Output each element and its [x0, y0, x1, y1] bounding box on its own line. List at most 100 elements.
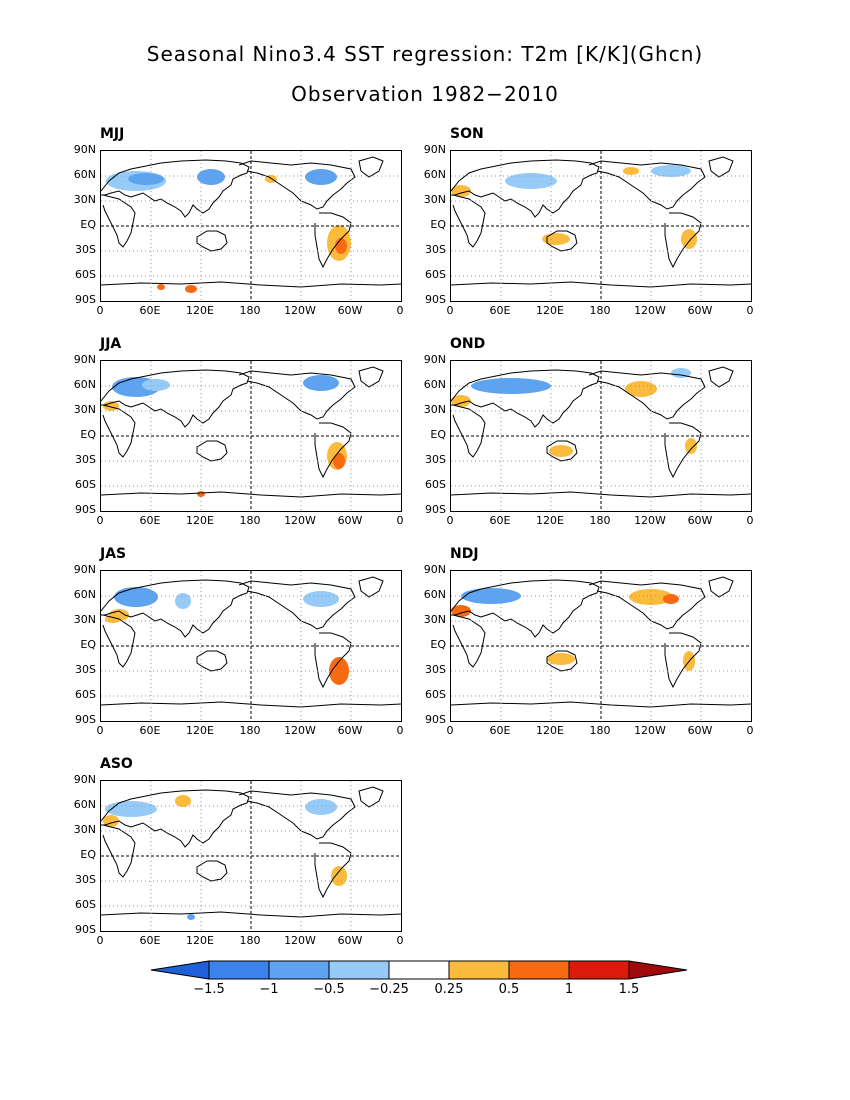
- coastline: [196, 860, 228, 882]
- anomaly-patch: [305, 169, 337, 185]
- anomaly-patch: [142, 379, 170, 391]
- longitude-tick-label: 0: [96, 514, 104, 527]
- longitude-tick-label: 0: [96, 304, 104, 317]
- anomaly-patch: [451, 605, 471, 617]
- map-area: [450, 570, 752, 722]
- longitude-tick-label: 0: [746, 514, 754, 527]
- latitude-tick-label: 60N: [73, 588, 96, 601]
- longitude-tick-label: 60W: [337, 934, 363, 947]
- coastline: [238, 370, 356, 420]
- anomaly-patch: [329, 657, 349, 685]
- latitude-tick-label: EQ: [80, 218, 96, 231]
- coastline: [101, 491, 401, 498]
- map-area: [450, 360, 752, 512]
- coastline: [101, 159, 250, 218]
- longitude-tick-label: 60E: [489, 514, 511, 527]
- latitude-tick-label: EQ: [80, 848, 96, 861]
- longitude-tick-label: 0: [446, 724, 454, 737]
- anomaly-patch: [629, 589, 673, 605]
- longitude-tick-label: 60E: [139, 934, 161, 947]
- colorbar-tick-label: 1.5: [618, 982, 640, 997]
- coastline: [451, 579, 600, 638]
- latitude-tick-label: 30N: [73, 613, 96, 626]
- coastline: [451, 491, 751, 498]
- latitude-tick-label: 90S: [75, 503, 96, 516]
- map-area: [450, 150, 752, 302]
- latitude-tick-label: 90S: [75, 293, 96, 306]
- coastline: [451, 281, 751, 288]
- latitude-tick-label: 60S: [75, 478, 96, 491]
- longitude-tick-label: 60E: [139, 724, 161, 737]
- coastline: [546, 440, 578, 462]
- colorbar-tick-label: 0.5: [498, 982, 520, 997]
- coastline: [708, 576, 734, 598]
- colorbar-max-arrow: [628, 960, 688, 980]
- coastline: [358, 366, 384, 388]
- coastline: [238, 790, 356, 840]
- longitude-tick-label: 0: [396, 514, 404, 527]
- anomaly-patch: [197, 169, 225, 185]
- coastline: [708, 156, 734, 178]
- latitude-tick-label: 30N: [423, 193, 446, 206]
- coastline: [451, 369, 600, 428]
- anomaly-patch: [681, 229, 697, 249]
- latitude-tick-label: 60N: [73, 798, 96, 811]
- coastline: [451, 159, 600, 218]
- latitude-tick-label: 60S: [425, 688, 446, 701]
- latitude-tick-label: 90N: [73, 773, 96, 786]
- latitude-tick-label: EQ: [430, 218, 446, 231]
- latitude-tick-label: 30N: [73, 823, 96, 836]
- longitude-tick-label: 120W: [284, 724, 316, 737]
- coastline: [358, 576, 384, 598]
- latitude-tick-label: 60N: [73, 168, 96, 181]
- colorbar-segment: [568, 960, 630, 980]
- anomaly-patch: [451, 395, 471, 407]
- coastline: [102, 614, 136, 668]
- latitude-tick-label: 30S: [425, 243, 446, 256]
- panel-label: SON: [450, 126, 484, 142]
- colorbar-min-arrow: [150, 960, 210, 980]
- latitude-tick-label: 60N: [423, 168, 446, 181]
- latitude-tick-label: 60N: [73, 378, 96, 391]
- longitude-tick-label: 120W: [634, 304, 666, 317]
- coastline: [314, 422, 352, 479]
- longitude-tick-label: 120W: [284, 514, 316, 527]
- longitude-tick-label: 180: [239, 724, 261, 737]
- latitude-tick-label: 90N: [423, 563, 446, 576]
- colorbar-segment: [388, 960, 450, 980]
- coastline: [101, 579, 250, 638]
- latitude-tick-label: 60S: [75, 688, 96, 701]
- coastline: [452, 614, 486, 668]
- latitude-tick-label: 90S: [425, 713, 446, 726]
- longitude-tick-label: 120E: [186, 934, 214, 947]
- longitude-tick-label: 120W: [634, 724, 666, 737]
- longitude-tick-label: 0: [396, 934, 404, 947]
- latitude-tick-label: 30N: [73, 193, 96, 206]
- coastline: [196, 650, 228, 672]
- latitude-tick-label: 60S: [75, 268, 96, 281]
- longitude-tick-label: 0: [746, 724, 754, 737]
- latitude-tick-label: 30S: [75, 243, 96, 256]
- latitude-tick-label: 30S: [75, 873, 96, 886]
- longitude-tick-label: 120E: [536, 304, 564, 317]
- longitude-tick-label: 60E: [489, 724, 511, 737]
- figure-subtitle: Observation 1982−2010: [291, 82, 559, 106]
- latitude-tick-label: 90S: [425, 503, 446, 516]
- coastline: [102, 404, 136, 458]
- longitude-tick-label: 120W: [284, 304, 316, 317]
- colorbar-segment: [448, 960, 510, 980]
- anomaly-patch: [175, 795, 191, 807]
- latitude-tick-label: EQ: [430, 638, 446, 651]
- longitude-tick-label: 120E: [186, 304, 214, 317]
- map-area: [100, 780, 402, 932]
- anomaly-patch: [128, 173, 164, 185]
- coastline: [196, 440, 228, 462]
- longitude-tick-label: 180: [239, 934, 261, 947]
- longitude-tick-label: 120W: [634, 514, 666, 527]
- coastline: [546, 230, 578, 252]
- coastline: [101, 789, 250, 848]
- longitude-tick-label: 60E: [489, 304, 511, 317]
- coastline: [546, 650, 578, 672]
- panel-label: NDJ: [450, 546, 479, 562]
- anomaly-patch: [623, 167, 639, 175]
